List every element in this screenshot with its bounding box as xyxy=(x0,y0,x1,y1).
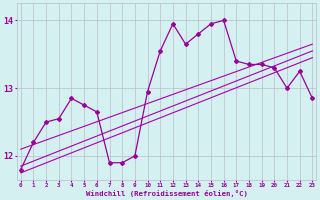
X-axis label: Windchill (Refroidissement éolien,°C): Windchill (Refroidissement éolien,°C) xyxy=(86,190,247,197)
